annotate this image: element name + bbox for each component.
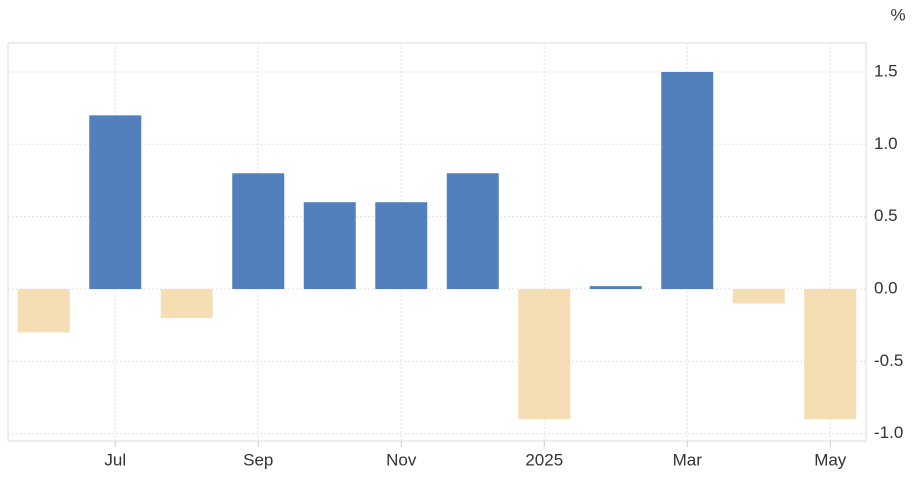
y-tick-label: 1.5 bbox=[874, 61, 898, 80]
bar bbox=[446, 173, 499, 290]
bar bbox=[232, 173, 285, 290]
bar bbox=[589, 286, 642, 290]
y-tick-label: 1.0 bbox=[874, 134, 898, 153]
x-tick-label: Nov bbox=[386, 450, 417, 469]
plot-frame bbox=[7, 42, 867, 442]
bar bbox=[804, 289, 857, 420]
bar bbox=[518, 289, 571, 420]
x-tick-label: Jul bbox=[104, 450, 126, 469]
bar bbox=[303, 202, 356, 290]
x-tick-label: 2025 bbox=[525, 450, 563, 469]
y-tick-label: 0.5 bbox=[874, 206, 898, 225]
bar bbox=[160, 289, 213, 318]
y-tick-label: 0.0 bbox=[874, 279, 898, 298]
unit-label: % bbox=[890, 5, 905, 24]
x-tick-label: Sep bbox=[243, 450, 273, 469]
bar bbox=[661, 71, 714, 290]
bar bbox=[375, 202, 428, 290]
y-tick-label: -0.5 bbox=[874, 351, 903, 370]
x-tick-label: May bbox=[814, 450, 847, 469]
bar bbox=[89, 115, 142, 290]
x-tick-label: Mar bbox=[673, 450, 703, 469]
bar bbox=[17, 289, 70, 333]
y-tick-label: -1.0 bbox=[874, 423, 903, 442]
bar bbox=[732, 289, 785, 304]
